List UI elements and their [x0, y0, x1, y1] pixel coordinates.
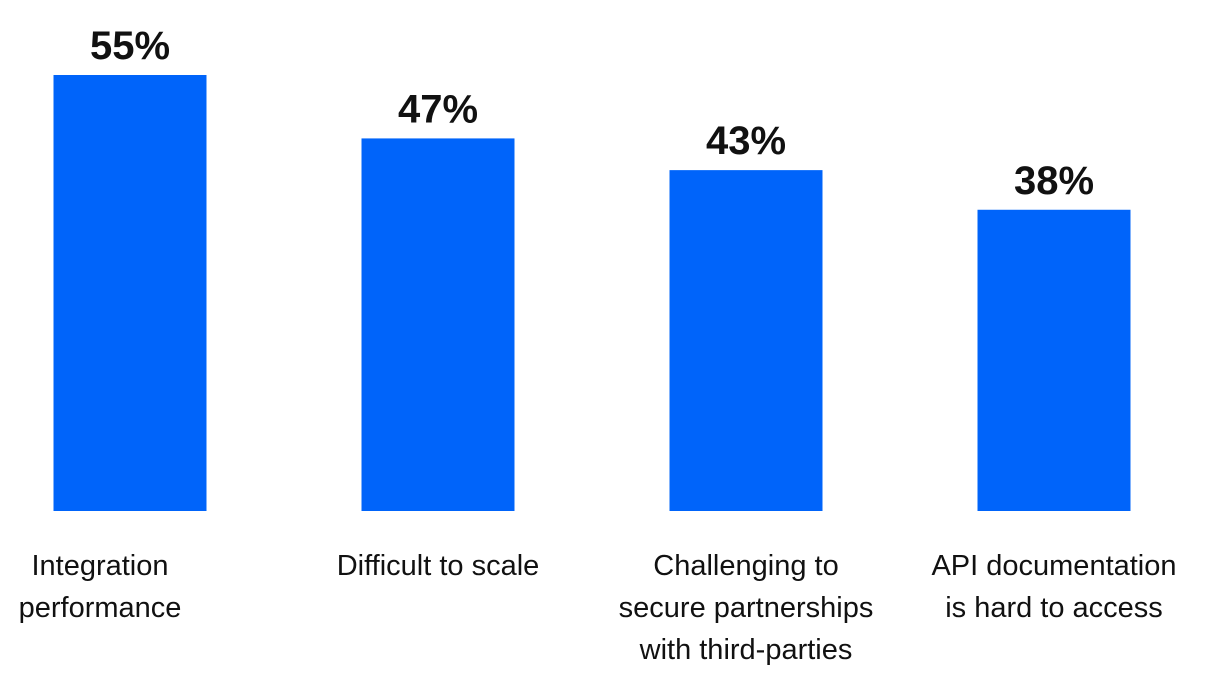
category-label-3: Challenging to secure partnerships with th… — [619, 550, 874, 666]
category-label-2: Difficult to scale — [337, 550, 540, 582]
category-label-3-line-1: Challenging to — [653, 550, 838, 582]
bar-1 — [53, 75, 207, 511]
category-labels-group: Integration performance Difficult to scale… — [19, 550, 1177, 666]
value-labels-group: 55% 47% 43% 38% — [90, 24, 1094, 203]
value-label-2: 47% — [398, 87, 478, 131]
bars-group — [53, 75, 1131, 512]
category-label-3-line-2: secure partnerships — [619, 592, 874, 624]
category-label-4-line-1: API documentation — [931, 550, 1176, 582]
value-label-1: 55% — [90, 24, 170, 68]
category-label-1-line-2: performance — [19, 592, 182, 624]
category-label-1-line-1: Integration — [31, 550, 168, 582]
value-label-4: 38% — [1014, 159, 1094, 203]
category-label-4: API documentation is hard to access — [931, 550, 1176, 624]
category-label-2-line-1: Difficult to scale — [337, 550, 540, 582]
value-label-3: 43% — [706, 119, 786, 163]
bar-2 — [361, 138, 515, 511]
bar-3 — [669, 170, 823, 512]
category-label-4-line-2: is hard to access — [945, 592, 1163, 624]
category-label-1: Integration performance — [19, 550, 182, 624]
category-label-3-line-3: with third-parties — [639, 634, 853, 666]
bar-4 — [977, 209, 1131, 511]
